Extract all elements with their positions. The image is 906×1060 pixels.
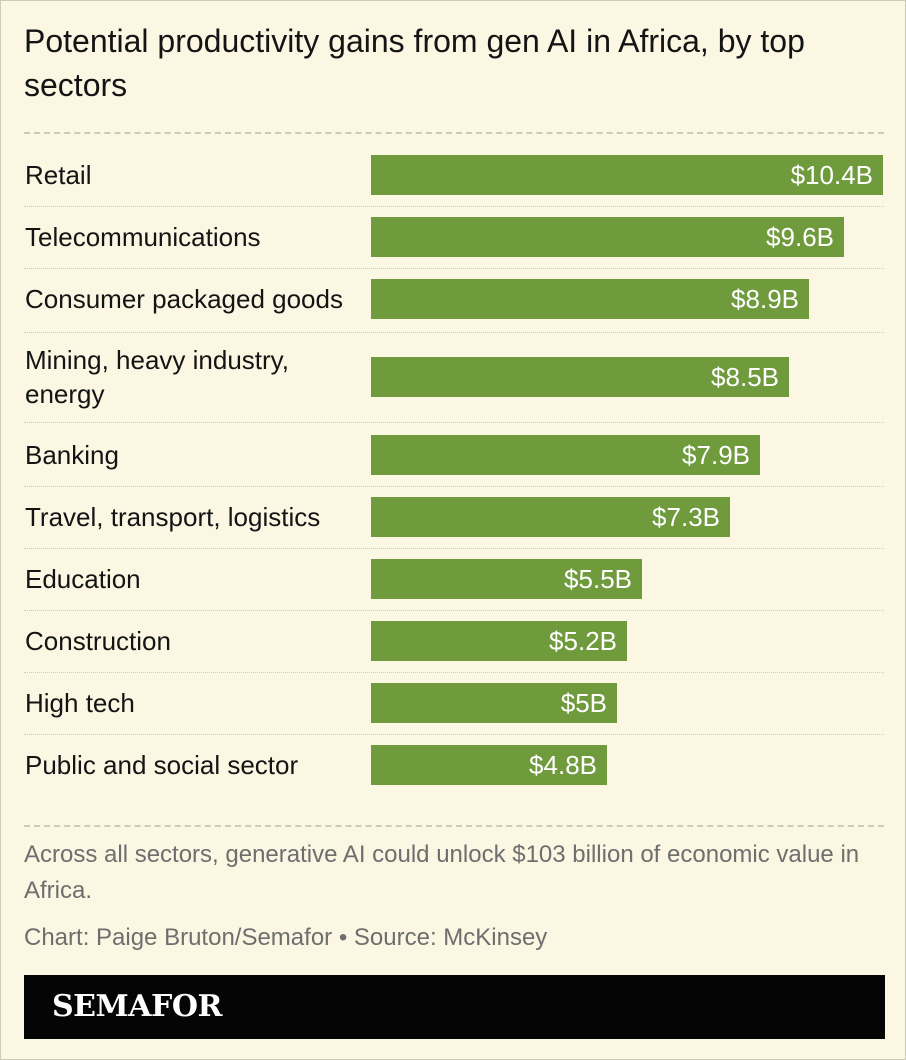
row-separator: [24, 422, 884, 423]
bar-value-label: $10.4B: [790, 160, 873, 190]
row-separator: [24, 332, 884, 333]
bar-value-label: $4.8B: [529, 750, 597, 780]
bar: $9.6B: [371, 217, 844, 257]
category-label: Banking: [25, 440, 119, 470]
chart-credit: Chart: Paige Bruton/Semafor • Source: Mc…: [24, 924, 548, 951]
bar-value-label: $5.2B: [549, 626, 617, 656]
semafor-logo: SEMAFOR: [52, 989, 222, 1024]
bar-value-label: $5B: [560, 688, 607, 718]
category-label: Travel, transport, logistics: [25, 502, 321, 532]
row-separator: [24, 548, 884, 549]
footer-divider: [24, 825, 884, 827]
bar: $5B: [371, 683, 617, 723]
row-separator: [24, 672, 884, 673]
category-label: Mining, heavy industry, energy: [25, 345, 289, 409]
brand-bar: SEMAFOR: [24, 975, 885, 1039]
category-label: High tech: [25, 688, 135, 718]
bar-value-label: $8.5B: [711, 362, 779, 392]
row-separator: [24, 206, 884, 207]
chart-title: Potential productivity gains from gen AI…: [24, 23, 805, 103]
bar: $7.9B: [371, 435, 760, 475]
bar-value-label: $8.9B: [731, 284, 799, 314]
bar: $8.5B: [371, 357, 789, 397]
category-label: Education: [25, 564, 141, 594]
category-label: Construction: [25, 626, 171, 656]
chart-note: Across all sectors, generative AI could …: [24, 841, 860, 904]
row-separator: [24, 610, 884, 611]
bar: $5.5B: [371, 559, 642, 599]
bar-value-label: $7.3B: [652, 502, 720, 532]
category-label: Telecommunications: [25, 222, 261, 252]
row-separator: [24, 268, 884, 269]
category-label: Retail: [25, 160, 92, 190]
bar: $8.9B: [371, 279, 809, 319]
row-separator: [24, 486, 884, 487]
title-divider: [24, 132, 884, 134]
bar-value-label: $7.9B: [682, 440, 750, 470]
bar: $7.3B: [371, 497, 730, 537]
bar-value-label: $9.6B: [766, 222, 834, 252]
row-separator: [24, 734, 884, 735]
category-label: Public and social sector: [25, 750, 299, 780]
bar: $4.8B: [371, 745, 607, 785]
category-label: Consumer packaged goods: [25, 284, 343, 314]
bar-value-label: $5.5B: [564, 564, 632, 594]
bar: $10.4B: [371, 155, 883, 195]
bar: $5.2B: [371, 621, 627, 661]
